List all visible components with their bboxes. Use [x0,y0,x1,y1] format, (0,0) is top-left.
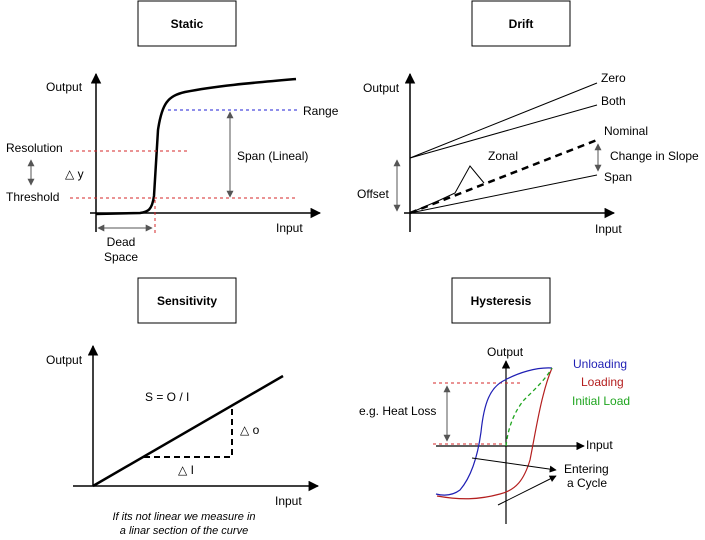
static-title: Static [171,17,204,31]
hysteresis-loading-label: Loading [581,375,624,389]
drift-title-box [471,0,571,47]
sensitivity-delta-i-label: △ I [178,463,194,477]
drift-nominal-label: Nominal [604,124,648,138]
hysteresis-initial-load-label: Initial Load [572,394,630,408]
hysteresis-unloading-arrow-2 [470,454,472,468]
drift-zero-label: Zero [601,71,626,85]
static-response-curve [95,77,297,216]
hysteresis-panel: Hysteresis Output Input e.g. Heat Loss E… [359,277,630,524]
static-space-label: Space [104,250,138,264]
drift-nominal-line [409,138,598,215]
sensitivity-output-label: Output [46,353,83,367]
sensitivity-input-label: Input [275,494,302,508]
drift-span-line [409,174,598,214]
sensitivity-delta-triangle [144,408,233,458]
drift-input-label: Input [595,222,622,236]
hysteresis-heat-loss-label: e.g. Heat Loss [359,404,436,418]
sensitivity-formula: S = O / I [145,390,189,404]
drift-both-line [409,104,598,159]
hysteresis-entering-label: Entering [564,462,609,476]
static-threshold-label: Threshold [6,190,59,204]
drift-output-label: Output [363,81,400,95]
drift-change-slope-label: Change in Slope [610,149,699,163]
static-delta-y-label: △ y [65,167,84,181]
sensitivity-delta-o-label: △ o [240,423,260,437]
hysteresis-initial-load-curve [505,367,553,447]
sensitivity-title-box [137,277,237,324]
hysteresis-entering-arrow-1 [471,457,557,473]
static-title-box [137,0,237,47]
sensitivity-line [92,374,284,488]
drift-offset-label: Offset [357,187,389,201]
hysteresis-unloading-curve [435,367,553,496]
drift-title: Drift [509,17,534,31]
static-dead-label: Dead [107,235,136,249]
hysteresis-input-label: Input [586,438,613,452]
static-input-label: Input [276,221,303,235]
drift-panel: Drift Output Input Zero Both Nominal Spa… [357,0,699,236]
hysteresis-entering-arrow-2 [497,475,557,506]
hysteresis-loading-curve [436,367,553,500]
static-panel: Static Output Input Range Span (Lineal) … [6,0,339,264]
sensitivity-title: Sensitivity [157,294,217,308]
static-span-label: Span (Lineal) [237,149,308,163]
sensitivity-note-line1: If its not linear we measure in [112,511,255,523]
hysteresis-a-cycle-label: a Cycle [567,476,607,490]
hysteresis-unloading-label: Unloading [573,357,627,371]
drift-zonal-line [409,165,485,214]
sensitivity-note-line2: a linar section of the curve [120,525,248,537]
drift-both-label: Both [601,94,626,108]
static-resolution-label: Resolution [6,141,63,155]
drift-span-label: Span [604,170,632,184]
hysteresis-title-box [451,277,551,324]
drift-zero-line [409,82,598,159]
static-range-label: Range [303,104,339,118]
drift-zonal-label: Zonal [488,149,518,163]
hysteresis-title: Hysteresis [471,294,532,308]
sensitivity-panel: Sensitivity Output Input S = O / I △ o △… [46,277,320,537]
static-output-label: Output [46,80,83,94]
hysteresis-output-label: Output [487,345,524,359]
